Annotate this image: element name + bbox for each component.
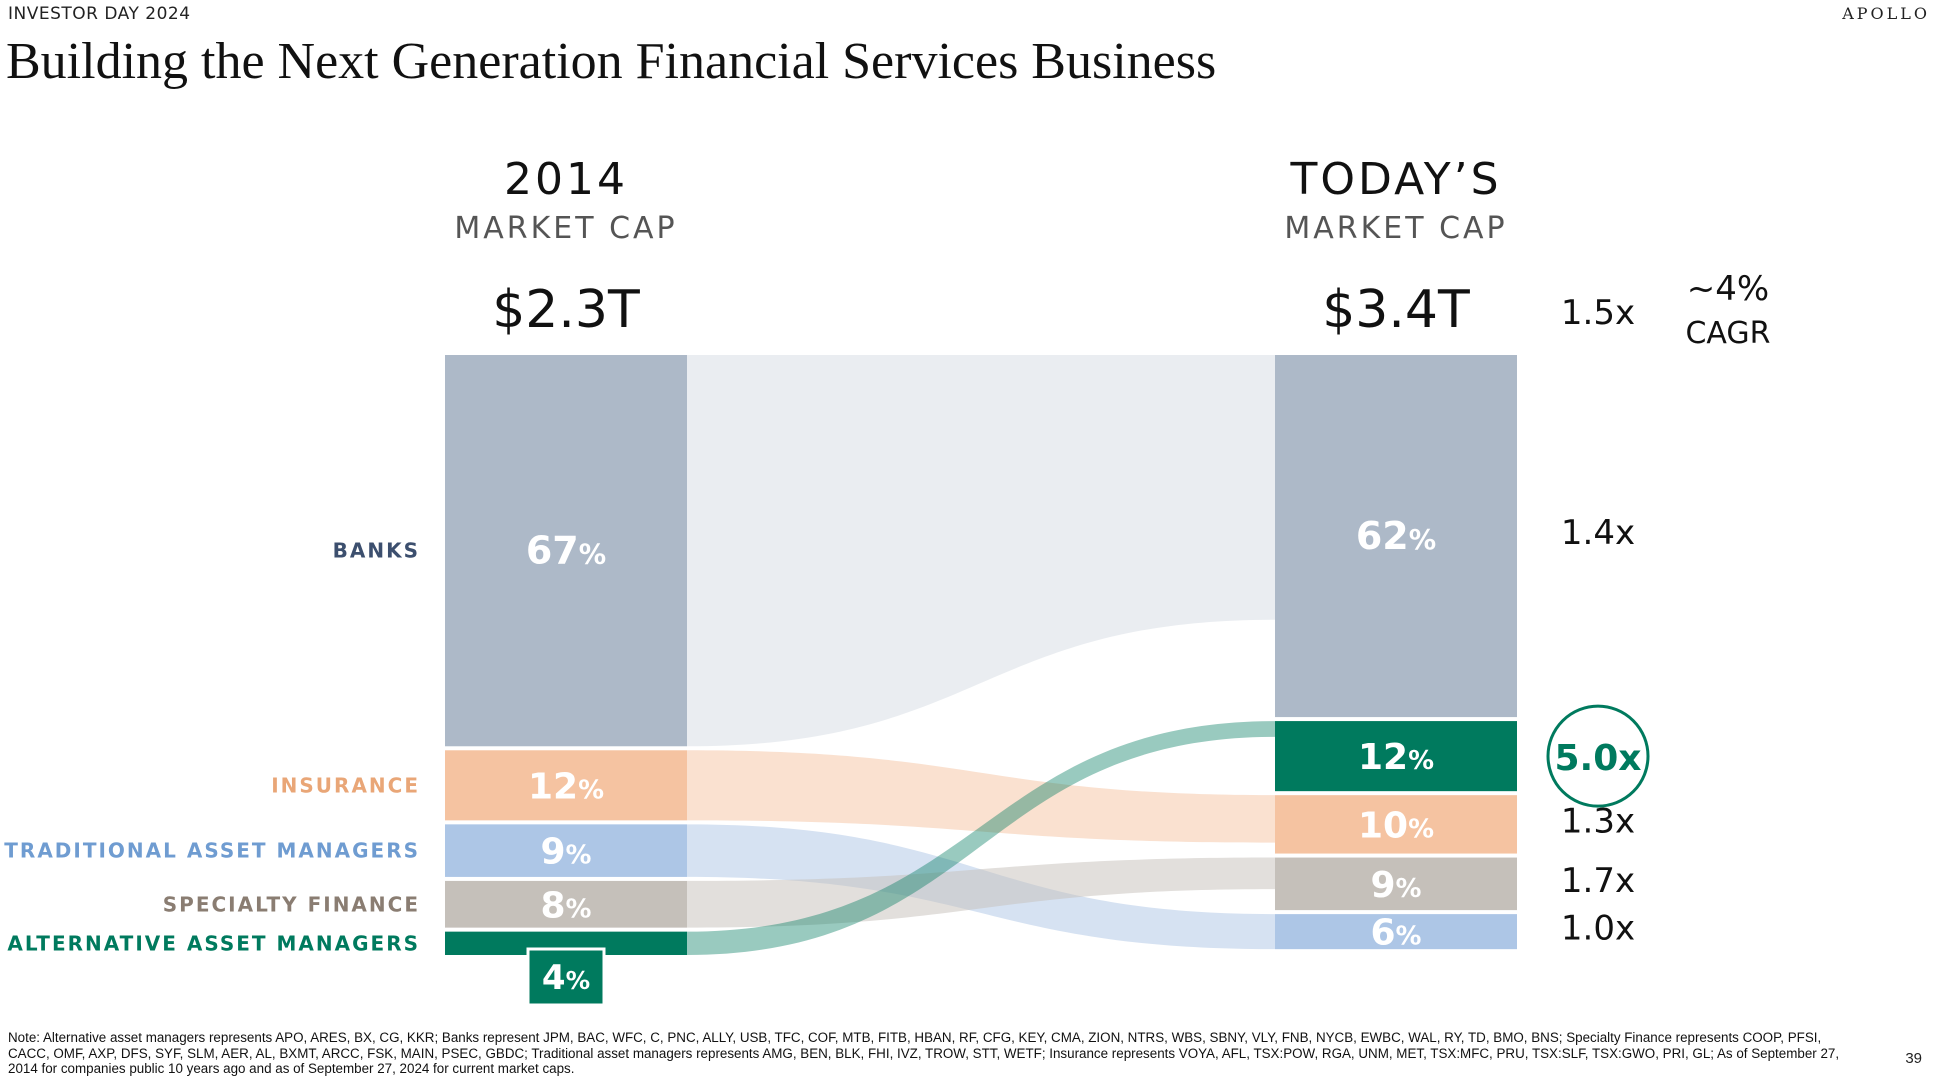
column-total: $3.4T bbox=[1322, 280, 1470, 340]
bar-value-label: 9% bbox=[1370, 865, 1421, 906]
bar-value-label: 4% bbox=[542, 958, 590, 998]
bar-value-label: 62% bbox=[1356, 514, 1436, 558]
bar-segment-today bbox=[1275, 721, 1517, 792]
page-title: Building the Next Generation Financial S… bbox=[6, 33, 1217, 90]
growth-multiple: 1.3x bbox=[1561, 801, 1635, 841]
bar-segment-today bbox=[1275, 857, 1517, 911]
category-label: SPECIALTY FINANCE bbox=[163, 892, 420, 916]
bar-value-label: 9% bbox=[540, 832, 591, 873]
bar-segment-2014 bbox=[445, 750, 687, 821]
bar-segment-2014 bbox=[445, 355, 687, 747]
bar-segment-2014 bbox=[445, 931, 687, 955]
category-label: INSURANCE bbox=[271, 773, 420, 797]
column-year: TODAY’S bbox=[1289, 154, 1501, 205]
bar-segment-2014 bbox=[445, 824, 687, 877]
bar-segment-today bbox=[1275, 914, 1517, 950]
growth-multiple: 5.0x bbox=[1555, 738, 1642, 779]
flow-band bbox=[687, 355, 1275, 747]
bar-segment-2014 bbox=[445, 880, 687, 928]
bar-value-label: 67% bbox=[526, 529, 606, 573]
flow-band bbox=[687, 857, 1275, 928]
bar-value-label: 6% bbox=[1370, 913, 1421, 954]
column-subtitle: MARKET CAP bbox=[454, 211, 677, 246]
value-badge bbox=[526, 947, 606, 1007]
bar-segment-today bbox=[1275, 355, 1517, 718]
total-multiple: 1.5x bbox=[1561, 293, 1635, 333]
column-total: $2.3T bbox=[492, 280, 640, 340]
growth-multiple: 1.0x bbox=[1561, 909, 1635, 949]
cagr-value: ~4% bbox=[1687, 269, 1769, 309]
bar-value-label: 12% bbox=[1358, 737, 1434, 778]
growth-multiple: 1.4x bbox=[1561, 513, 1635, 553]
flow-band bbox=[687, 721, 1275, 955]
category-label: TRADITIONAL ASSET MANAGERS bbox=[4, 839, 420, 863]
cagr-label: CAGR bbox=[1685, 316, 1770, 351]
column-subtitle: MARKET CAP bbox=[1284, 211, 1507, 246]
footnote: Note: Alternative asset managers represe… bbox=[8, 1030, 1840, 1076]
apollo-logo: APOLLO bbox=[1842, 4, 1930, 23]
bar-value-label: 10% bbox=[1358, 805, 1434, 846]
flow-band bbox=[687, 750, 1275, 843]
bar-value-label: 12% bbox=[528, 766, 604, 807]
page-number: 39 bbox=[1905, 1050, 1922, 1067]
event-label: INVESTOR DAY 2024 bbox=[8, 4, 191, 24]
category-label: BANKS bbox=[333, 539, 420, 563]
bar-segment-today bbox=[1275, 795, 1517, 854]
bar-value-label: 8% bbox=[540, 885, 591, 926]
category-label: ALTERNATIVE ASSET MANAGERS bbox=[7, 931, 420, 955]
growth-multiple: 1.7x bbox=[1561, 861, 1635, 901]
highlight-circle bbox=[1546, 704, 1650, 808]
sankey-chart: BANKS 67% INSURANCE 12% TRADITIONAL ASSET MA… bbox=[4, 154, 1771, 1007]
column-year: 2014 bbox=[504, 154, 628, 205]
